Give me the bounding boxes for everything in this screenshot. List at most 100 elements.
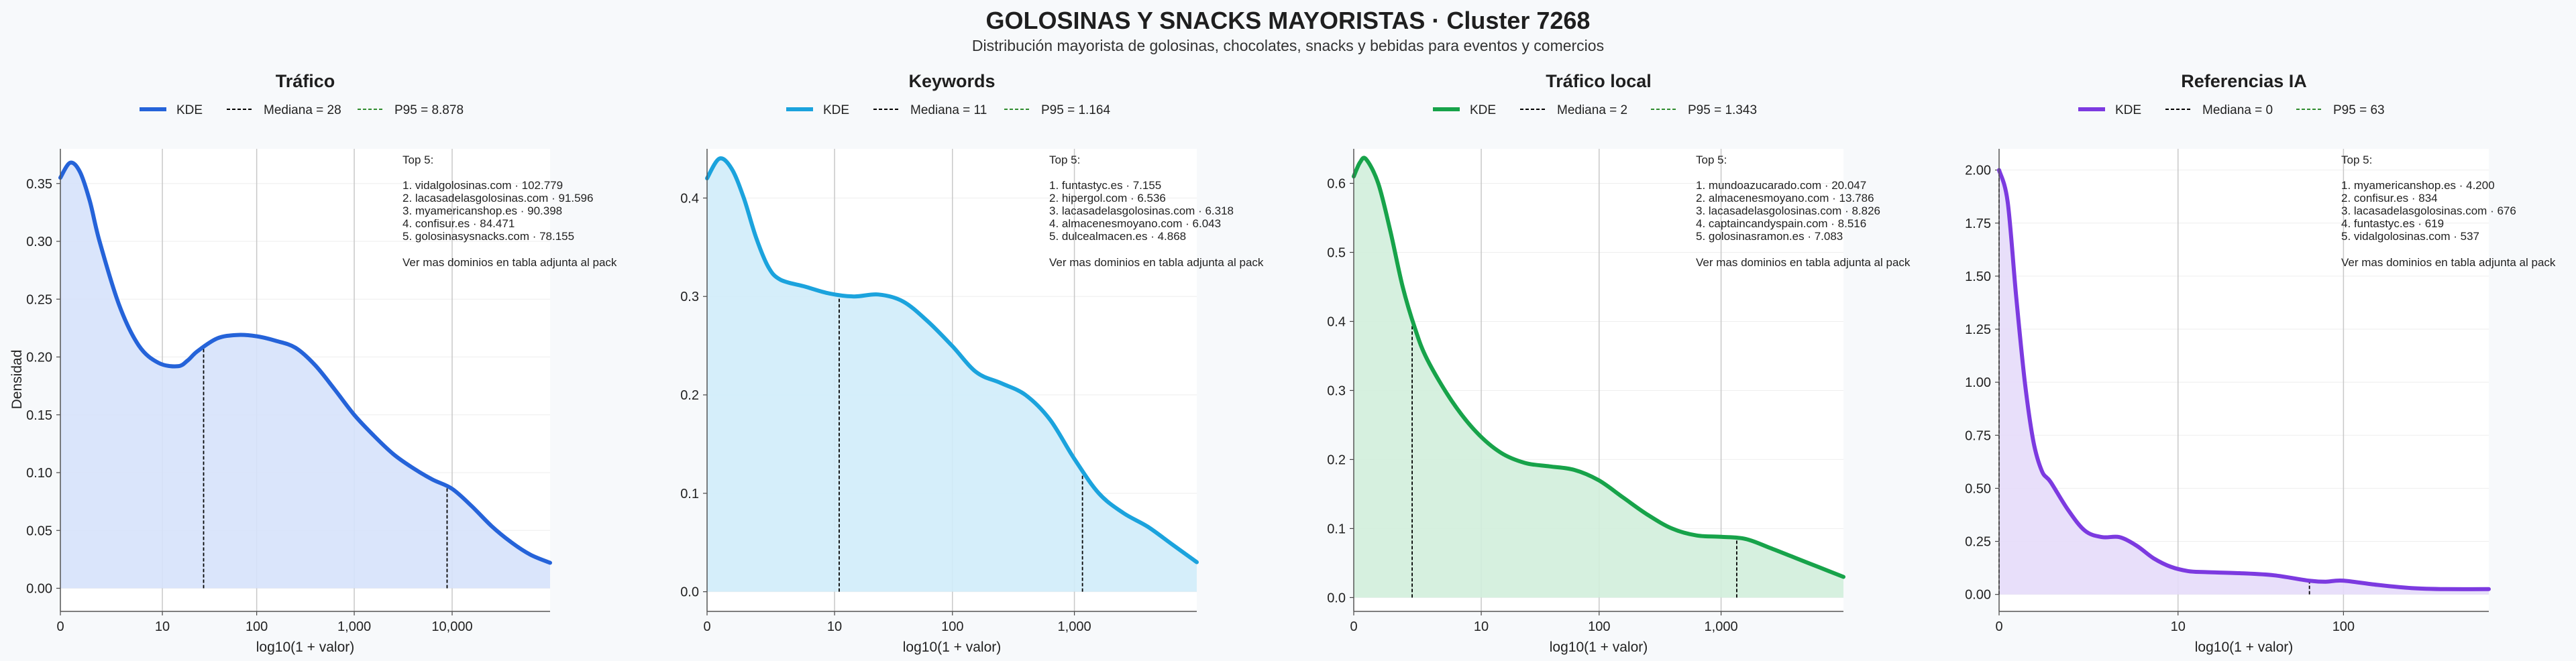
- top5-item: 4. captaincandyspain.com · 8.516: [1696, 217, 1866, 230]
- y-tick-label: 0.2: [1327, 453, 1346, 467]
- figure-title: GOLOSINAS Y SNACKS MAYORISTAS · Cluster …: [986, 7, 1591, 34]
- x-tick-label: 10: [1474, 619, 1489, 634]
- chart-title: Keywords: [908, 71, 995, 91]
- top5-item: 1. myamericanshop.es · 4.200: [2341, 179, 2495, 192]
- top5-item: 2. lacasadelasgolosinas.com · 91.596: [402, 192, 593, 204]
- x-tick-label: 0: [1350, 619, 1357, 634]
- legend-median-label: Mediana = 11: [910, 103, 987, 117]
- y-tick-label: 0.00: [26, 582, 52, 597]
- chart-panel: Tráfico KDE Mediana = 28 P95 = 8.878 0.00 0.0…: [26, 71, 617, 655]
- y-tick-label: 0.15: [26, 408, 52, 423]
- y-tick-label: 0.00: [1965, 588, 1991, 603]
- x-axis-label: log10(1 + valor): [903, 640, 1002, 655]
- chart-panel: Referencias IA KDE Mediana = 0 P95 = 63 0.00…: [1965, 71, 2556, 655]
- top5-item: 4. confisur.es · 84.471: [402, 217, 515, 230]
- legend-p95-label: P95 = 8.878: [394, 103, 464, 117]
- x-tick-label: 1,000: [1058, 619, 1091, 634]
- top5-item: 4. almacenesmoyano.com · 6.043: [1049, 217, 1221, 230]
- y-tick-label: 0.2: [680, 388, 699, 403]
- legend-median-label: Mediana = 0: [2202, 103, 2273, 117]
- x-tick-label: 10: [155, 619, 170, 634]
- legend-kde-label: KDE: [176, 103, 203, 117]
- kde-area: [1354, 158, 1843, 598]
- top5-footer: Ver mas dominios en tabla adjunta al pac…: [1049, 256, 1264, 269]
- top5-footer: Ver mas dominios en tabla adjunta al pac…: [1696, 256, 1911, 269]
- kde-area: [1999, 170, 2489, 595]
- chart-legend: KDE Mediana = 28 P95 = 8.878: [140, 103, 464, 117]
- legend-kde-label: KDE: [2115, 103, 2141, 117]
- top5-item: 1. vidalgolosinas.com · 102.779: [402, 179, 563, 192]
- x-tick-label: 0: [703, 619, 710, 634]
- y-tick-label: 0.10: [26, 466, 52, 481]
- legend-median-label: Mediana = 28: [264, 103, 341, 117]
- top5-item: 2. confisur.es · 834: [2341, 192, 2438, 204]
- y-tick-label: 0.4: [1327, 314, 1346, 329]
- top5-item: 5. vidalgolosinas.com · 537: [2341, 230, 2479, 243]
- kde-line: [1997, 168, 2491, 591]
- y-axis-label: Densidad: [9, 350, 25, 410]
- x-tick-label: 1,000: [1705, 619, 1738, 634]
- x-tick-label: 1,000: [337, 619, 371, 634]
- y-tick-label: 0.0: [1327, 591, 1346, 605]
- y-tick-label: 0.20: [26, 351, 52, 365]
- top5-item: 5. golosinasramon.es · 7.083: [1696, 230, 1843, 243]
- y-tick-label: 1.75: [1965, 217, 1991, 231]
- x-tick-label: 10: [2171, 619, 2186, 634]
- chart-legend: KDE Mediana = 11 P95 = 1.164: [786, 103, 1110, 117]
- chart-title: Referencias IA: [2181, 71, 2307, 91]
- top5-item: 3. lacasadelasgolosinas.com · 8.826: [1696, 204, 1880, 217]
- legend-p95-label: P95 = 1.343: [1688, 103, 1757, 117]
- x-tick-label: 100: [1588, 619, 1610, 634]
- y-tick-label: 0.3: [1327, 383, 1346, 398]
- y-tick-label: 0.05: [26, 524, 52, 538]
- top5-footer: Ver mas dominios en tabla adjunta al pac…: [402, 256, 617, 269]
- top5-heading: Top 5:: [1696, 154, 1727, 166]
- top5-item: 1. mundoazucarado.com · 20.047: [1696, 179, 1866, 192]
- x-tick-label: 100: [246, 619, 268, 634]
- x-tick-label: 100: [2332, 619, 2355, 634]
- top5-item: 3. myamericanshop.es · 90.398: [402, 204, 562, 217]
- y-tick-label: 0.4: [680, 191, 699, 206]
- y-tick-label: 2.00: [1965, 164, 1991, 178]
- chart-title: Tráfico: [276, 71, 335, 91]
- chart-legend: KDE Mediana = 2 P95 = 1.343: [1433, 103, 1757, 117]
- figure-subtitle: Distribución mayorista de golosinas, cho…: [972, 37, 1604, 54]
- top5-item: 5. dulcealmacen.es · 4.868: [1049, 230, 1186, 243]
- y-tick-label: 0.25: [1965, 535, 1991, 550]
- top5-item: 3. lacasadelasgolosinas.com · 6.318: [1049, 204, 1234, 217]
- top5-heading: Top 5:: [402, 154, 433, 166]
- kde-area: [707, 158, 1197, 592]
- legend-kde-label: KDE: [823, 103, 849, 117]
- kde-line: [58, 160, 552, 565]
- legend-kde-label: KDE: [1470, 103, 1496, 117]
- top5-annotation: Top 5: 1. vidalgolosinas.com · 102.7792. …: [402, 154, 617, 269]
- top5-item: 1. funtastyc.es · 7.155: [1049, 179, 1161, 192]
- x-tick-label: 0: [1995, 619, 2002, 634]
- y-tick-label: 0.5: [1327, 245, 1346, 260]
- legend-median-label: Mediana = 2: [1557, 103, 1627, 117]
- kde-line: [705, 156, 1199, 564]
- top5-item: 5. golosinasysnacks.com · 78.155: [402, 230, 574, 243]
- y-tick-label: 0.30: [26, 235, 52, 249]
- x-axis-label: log10(1 + valor): [2195, 640, 2294, 655]
- y-tick-label: 0.1: [1327, 522, 1346, 536]
- chart-panel: Keywords KDE Mediana = 11 P95 = 1.164 0.0 0.1…: [680, 71, 1264, 655]
- legend-p95-label: P95 = 1.164: [1041, 103, 1110, 117]
- y-tick-label: 0.1: [680, 487, 699, 501]
- chart-title: Tráfico local: [1546, 71, 1652, 91]
- y-tick-label: 1.25: [1965, 322, 1991, 337]
- y-tick-label: 0.6: [1327, 176, 1346, 191]
- kde-line: [1352, 156, 1845, 579]
- chart-legend: KDE Mediana = 0 P95 = 63: [2078, 103, 2385, 117]
- legend-p95-label: P95 = 63: [2333, 103, 2385, 117]
- y-tick-label: 1.00: [1965, 375, 1991, 390]
- y-tick-label: 0.35: [26, 177, 52, 192]
- x-tick-label: 10: [827, 619, 842, 634]
- y-tick-label: 0.3: [680, 290, 699, 304]
- x-axis-label: log10(1 + valor): [256, 640, 355, 655]
- top5-footer: Ver mas dominios en tabla adjunta al pac…: [2341, 256, 2556, 269]
